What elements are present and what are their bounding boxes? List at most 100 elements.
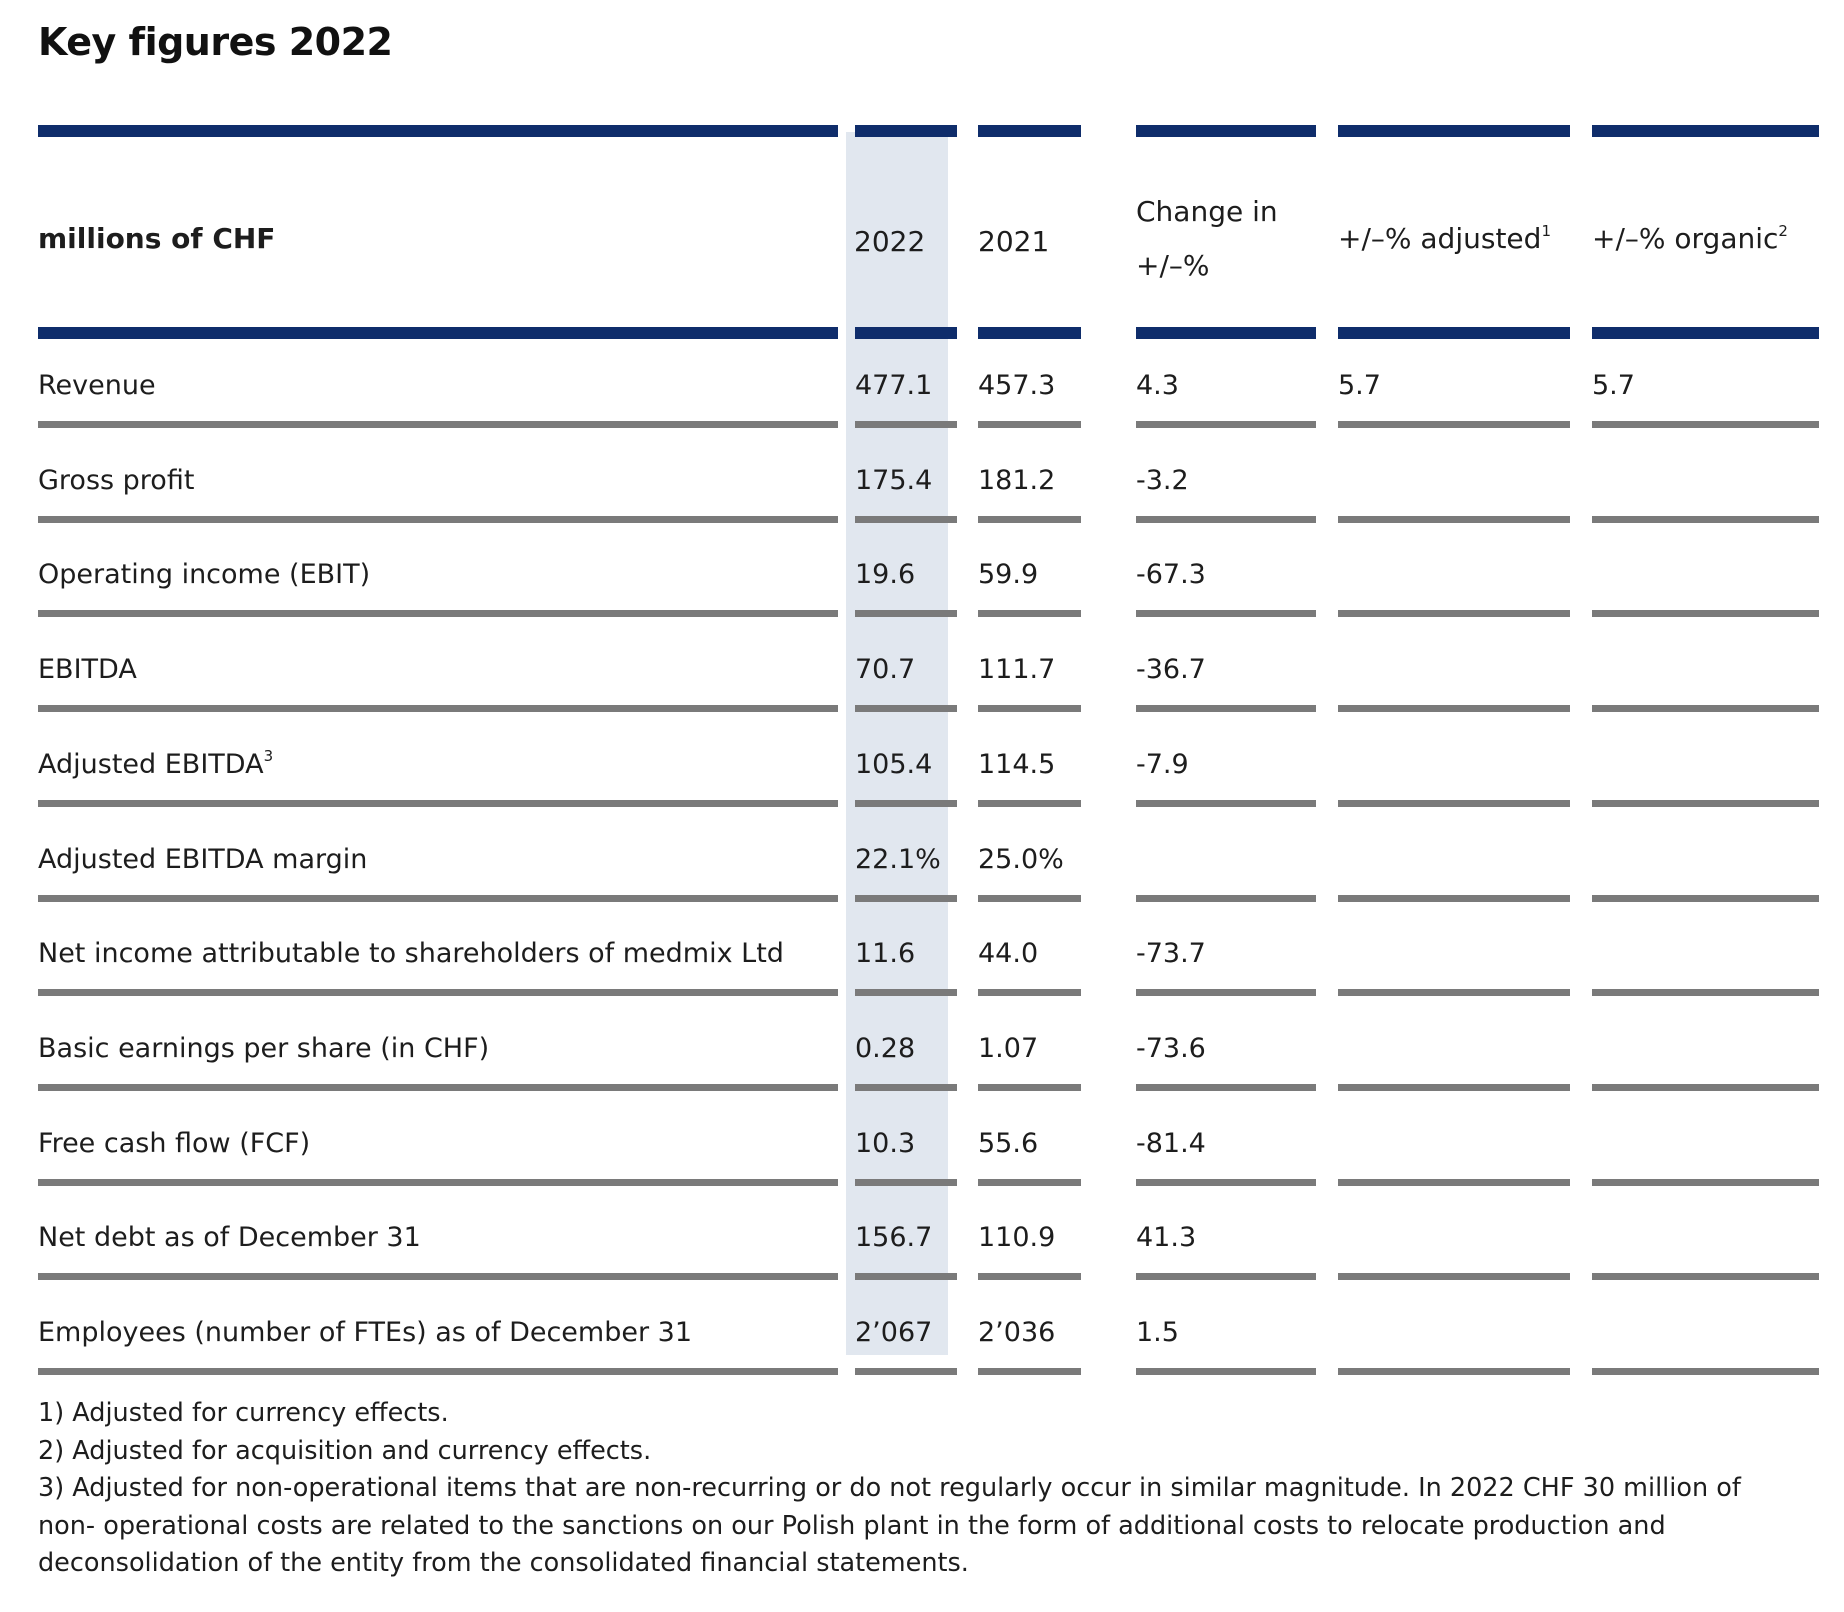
row-rule — [978, 895, 1081, 902]
row-rule — [978, 421, 1081, 428]
header-bottom-rule — [38, 327, 838, 339]
row-rule — [1136, 421, 1316, 428]
footnote-3: 3) Adjusted for non-operational items th… — [38, 1473, 1741, 1578]
header-bottom-rule — [1592, 327, 1819, 339]
row-rule — [1338, 1179, 1570, 1186]
row-rule — [978, 610, 1081, 617]
header-top-rule — [855, 125, 957, 137]
row-rule — [1136, 895, 1316, 902]
row-rule — [855, 1368, 957, 1375]
row-value-v2022: 10.3 — [855, 1128, 916, 1159]
header-top-rule — [1338, 125, 1570, 137]
footnote-2: 2) Adjusted for acquisition and currency… — [38, 1435, 652, 1466]
row-rule — [855, 516, 957, 523]
header-bottom-rule — [978, 327, 1081, 339]
header-change-line2: +/–% — [1136, 249, 1210, 282]
row-rule — [1592, 1179, 1819, 1186]
row-label: Employees (number of FTEs) as of Decembe… — [38, 1317, 693, 1348]
row-rule — [978, 989, 1081, 996]
header-2022: 2022 — [854, 225, 926, 258]
header-top-rule — [978, 125, 1081, 137]
footnote-1: 1) Adjusted for currency effects. — [38, 1398, 449, 1428]
row-label: Gross profit — [38, 465, 195, 496]
row-rule — [38, 1084, 838, 1091]
row-value-v2022: 175.4 — [855, 465, 933, 496]
row-rule — [38, 989, 838, 996]
row-rule — [1592, 800, 1819, 807]
row-rule — [1592, 1273, 1819, 1280]
row-rule — [38, 1179, 838, 1186]
row-rule — [1338, 1084, 1570, 1091]
row-rule — [1136, 1084, 1316, 1091]
row-rule — [38, 895, 838, 902]
header-change-line1: Change in — [1136, 195, 1278, 228]
row-rule — [1338, 1368, 1570, 1375]
row-value-v2021: 457.3 — [978, 370, 1056, 401]
row-rule — [1592, 705, 1819, 712]
row-label: Net debt as of December 31 — [38, 1222, 421, 1253]
row-rule — [1136, 705, 1316, 712]
row-value-v2021: 59.9 — [978, 559, 1039, 590]
row-rule — [855, 1084, 957, 1091]
row-rule — [1136, 516, 1316, 523]
row-rule — [1592, 421, 1819, 428]
row-value-v2022: 70.7 — [855, 654, 916, 685]
row-label: Operating income (EBIT) — [38, 559, 371, 590]
header-top-rule — [38, 125, 838, 137]
row-value-organic: 5.7 — [1592, 370, 1635, 401]
row-label: Net income attributable to shareholders … — [38, 938, 784, 969]
row-rule — [1592, 610, 1819, 617]
row-value-change: 41.3 — [1136, 1222, 1197, 1253]
row-rule — [855, 989, 957, 996]
row-rule — [855, 800, 957, 807]
row-rule — [1338, 895, 1570, 902]
row-rule — [1338, 516, 1570, 523]
row-rule — [1136, 1273, 1316, 1280]
row-value-v2022: 19.6 — [855, 559, 916, 590]
row-rule — [978, 1368, 1081, 1375]
header-organic: +/–% organic2 — [1592, 222, 1788, 255]
row-rule — [855, 1273, 957, 1280]
row-rule — [978, 1273, 1081, 1280]
row-rule — [1338, 705, 1570, 712]
row-rule — [855, 1179, 957, 1186]
row-value-v2021: 111.7 — [978, 654, 1056, 685]
row-rule — [38, 1368, 838, 1375]
row-rule — [855, 705, 957, 712]
page-title: Key figures 2022 — [38, 20, 393, 64]
header-unit-label: millions of CHF — [38, 222, 276, 255]
row-rule — [1136, 800, 1316, 807]
row-value-v2021: 44.0 — [978, 938, 1039, 969]
row-rule — [1592, 1084, 1819, 1091]
row-rule — [38, 516, 838, 523]
row-rule — [1338, 610, 1570, 617]
row-value-change: -3.2 — [1136, 465, 1189, 496]
row-rule — [855, 421, 957, 428]
row-rule — [38, 705, 838, 712]
row-value-v2022: 11.6 — [855, 938, 916, 969]
row-value-change: -81.4 — [1136, 1128, 1206, 1159]
row-value-change: 4.3 — [1136, 370, 1179, 401]
row-value-change: -73.7 — [1136, 938, 1206, 969]
row-label: Adjusted EBITDA margin — [38, 844, 368, 875]
row-rule — [855, 895, 957, 902]
row-label: Free cash flow (FCF) — [38, 1128, 311, 1159]
row-value-v2022: 0.28 — [855, 1033, 916, 1064]
row-rule — [978, 800, 1081, 807]
row-value-v2022: 2’067 — [855, 1317, 933, 1348]
header-adjusted: +/–% adjusted1 — [1338, 222, 1551, 255]
row-value-change: -67.3 — [1136, 559, 1206, 590]
row-rule — [1592, 1368, 1819, 1375]
row-rule — [1338, 989, 1570, 996]
row-rule — [1592, 989, 1819, 996]
row-rule — [1136, 1179, 1316, 1186]
header-bottom-rule — [1338, 327, 1570, 339]
row-value-v2022: 477.1 — [855, 370, 933, 401]
footnotes: 1) Adjusted for currency effects. 2) Adj… — [38, 1395, 1758, 1583]
row-rule — [978, 516, 1081, 523]
row-value-change: -7.9 — [1136, 749, 1189, 780]
row-rule — [38, 1273, 838, 1280]
row-value-v2022: 22.1% — [855, 844, 941, 875]
header-bottom-rule — [1136, 327, 1316, 339]
footnote-ref: 2 — [1778, 222, 1788, 240]
